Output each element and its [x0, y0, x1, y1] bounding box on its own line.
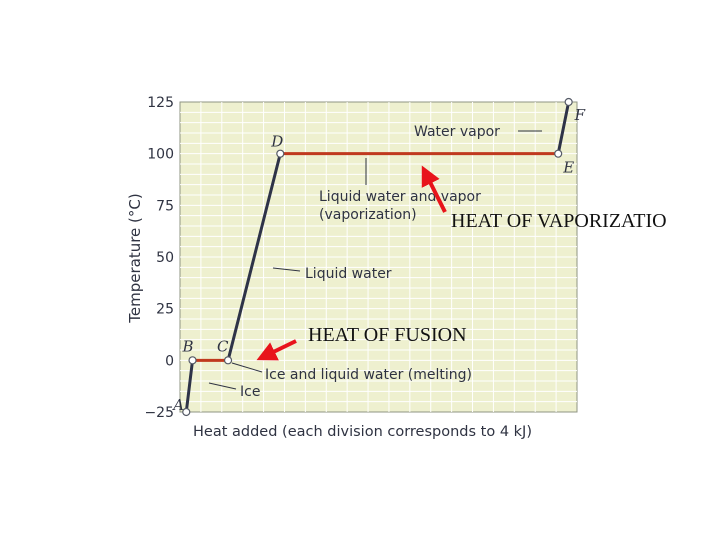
vaporization-arrow — [421, 165, 447, 213]
heat-of-fusion-label: HEAT OF FUSION — [308, 324, 467, 346]
point-label-A: A — [171, 396, 184, 414]
annotation-leader-ice — [208, 382, 237, 390]
point-E — [554, 149, 563, 158]
point-label-E: E — [562, 159, 574, 177]
y-tick-label: 50 — [156, 250, 174, 266]
point-label-C: C — [217, 337, 229, 355]
point-D — [276, 149, 285, 158]
annotation-water-vapor: Water vapor — [414, 124, 500, 140]
segment-AB — [184, 358, 195, 414]
x-axis-title: Heat added (each division corresponds to… — [193, 424, 532, 440]
y-tick-label: 75 — [156, 198, 174, 214]
annotation-leader-liquid-water — [272, 267, 301, 272]
y-tick-label: −25 — [144, 405, 174, 421]
y-axis-title: Temperature (°C) — [126, 193, 144, 323]
point-B — [188, 356, 197, 365]
point-A — [182, 407, 191, 417]
point-F — [564, 97, 573, 107]
y-tick-labels: 125 100 75 50 25 0 −25 — [144, 95, 174, 421]
heating-curve-series — [184, 100, 571, 414]
annotation-liquid-vapor-line1: Liquid water and vapor — [319, 189, 481, 205]
annotation-liquid-water: Liquid water — [305, 266, 392, 282]
annotation-ice: Ice — [240, 384, 260, 400]
point-markers: A B C D E F — [171, 97, 586, 417]
heat-of-vaporization-label: HEAT OF VAPORIZATIO — [451, 210, 667, 232]
fusion-arrow — [256, 339, 297, 361]
y-tick-label: 0 — [165, 353, 174, 369]
point-label-D: D — [270, 133, 283, 151]
y-tick-label: 25 — [156, 302, 174, 318]
annotation-liquid-vapor-line2: (vaporization) — [319, 207, 417, 223]
y-tick-label: 100 — [147, 147, 174, 163]
annotation-leader-melting — [231, 362, 263, 373]
point-label-B: B — [182, 337, 194, 355]
point-label-F: F — [574, 106, 586, 124]
y-tick-label: 125 — [147, 95, 174, 111]
annotation-ice-liquid: Ice and liquid water (melting) — [265, 367, 472, 383]
point-C — [223, 356, 233, 365]
segment-EF — [556, 100, 571, 156]
segment-CD — [226, 152, 282, 362]
